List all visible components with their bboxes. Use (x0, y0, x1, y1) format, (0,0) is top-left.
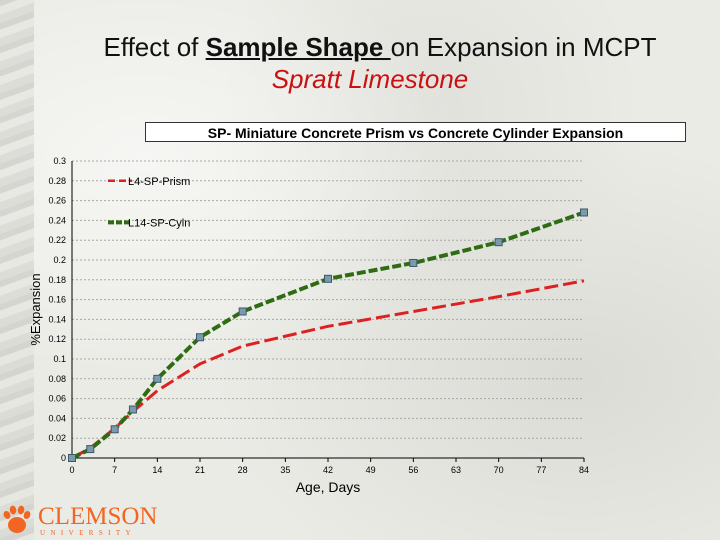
data-point-l14-sp-cyln (238, 307, 247, 316)
slide-title-suffix: on Expansion in MCPT (390, 32, 657, 62)
y-tick-label: 0.2 (53, 255, 66, 265)
y-tick-label: 0.16 (48, 295, 66, 305)
x-tick-label: 28 (238, 465, 248, 475)
x-tick-label: 14 (152, 465, 162, 475)
y-tick-label: 0.24 (48, 215, 66, 225)
x-tick-label: 21 (195, 465, 205, 475)
y-tick-label: 0.04 (48, 413, 66, 423)
legend-label: L14-SP-Cyln (128, 217, 190, 229)
y-tick-label: 0.1 (53, 354, 66, 364)
data-point-l14-sp-cyln (110, 425, 119, 434)
y-axis-label: %Expansion (28, 273, 43, 345)
y-tick-label: 0.06 (48, 394, 66, 404)
y-tick-label: 0.3 (53, 156, 66, 166)
y-tick-label: 0.14 (48, 314, 66, 324)
x-tick-label: 35 (280, 465, 290, 475)
data-point-l14-sp-cyln (153, 374, 162, 383)
data-point-l14-sp-cyln (196, 333, 204, 342)
x-axis-label: Age, Days (296, 479, 361, 495)
x-tick-label: 84 (579, 465, 589, 475)
chart-title: SP- Miniature Concrete Prism vs Concrete… (145, 122, 686, 142)
data-point-l14-sp-cyln (86, 445, 95, 454)
x-tick-label: 42 (323, 465, 333, 475)
left-texture-strip (0, 0, 34, 540)
logo-subtext: UNIVERSITY (40, 529, 136, 537)
x-tick-label: 77 (536, 465, 546, 475)
x-tick-label: 56 (408, 465, 418, 475)
logo-text: CLEMSON (38, 503, 158, 530)
data-point-l14-sp-cyln (324, 274, 332, 283)
y-tick-label: 0.26 (48, 196, 66, 206)
tiger-paw-icon (3, 505, 31, 533)
x-tick-label: 7 (112, 465, 117, 475)
y-tick-label: 0.22 (48, 235, 66, 245)
legend-label: L4-SP-Prism (128, 176, 190, 188)
x-tick-label: 49 (366, 465, 376, 475)
y-tick-label: 0 (61, 453, 66, 463)
y-tick-label: 0.12 (48, 334, 66, 344)
series-line-l14-sp-cyln (71, 210, 585, 460)
slide-subtitle: Spratt Limestone (271, 64, 469, 94)
data-point-l14-sp-cyln (580, 208, 588, 217)
x-tick-label: 0 (69, 465, 74, 475)
y-tick-label: 0.18 (48, 275, 66, 285)
data-point-l14-sp-cyln (494, 238, 503, 247)
y-tick-label: 0.08 (48, 374, 66, 384)
y-tick-label: 0.28 (48, 176, 66, 186)
data-point-l14-sp-cyln (68, 454, 76, 462)
slide-title-emphasis: Sample Shape (205, 32, 391, 62)
slide-title-prefix: Effect of (103, 32, 206, 62)
data-point-l14-sp-cyln (409, 258, 418, 267)
y-tick-label: 0.02 (48, 433, 66, 443)
data-point-l14-sp-cyln (128, 405, 137, 414)
slide-title: Effect of Sample Shape on Expansion in M… (40, 32, 720, 63)
x-tick-label: 70 (494, 465, 504, 475)
series-line-l4-sp-prism (71, 279, 585, 460)
x-tick-label: 63 (451, 465, 461, 475)
clemson-logo: CLEMSON UNIVERSITY (0, 502, 170, 540)
